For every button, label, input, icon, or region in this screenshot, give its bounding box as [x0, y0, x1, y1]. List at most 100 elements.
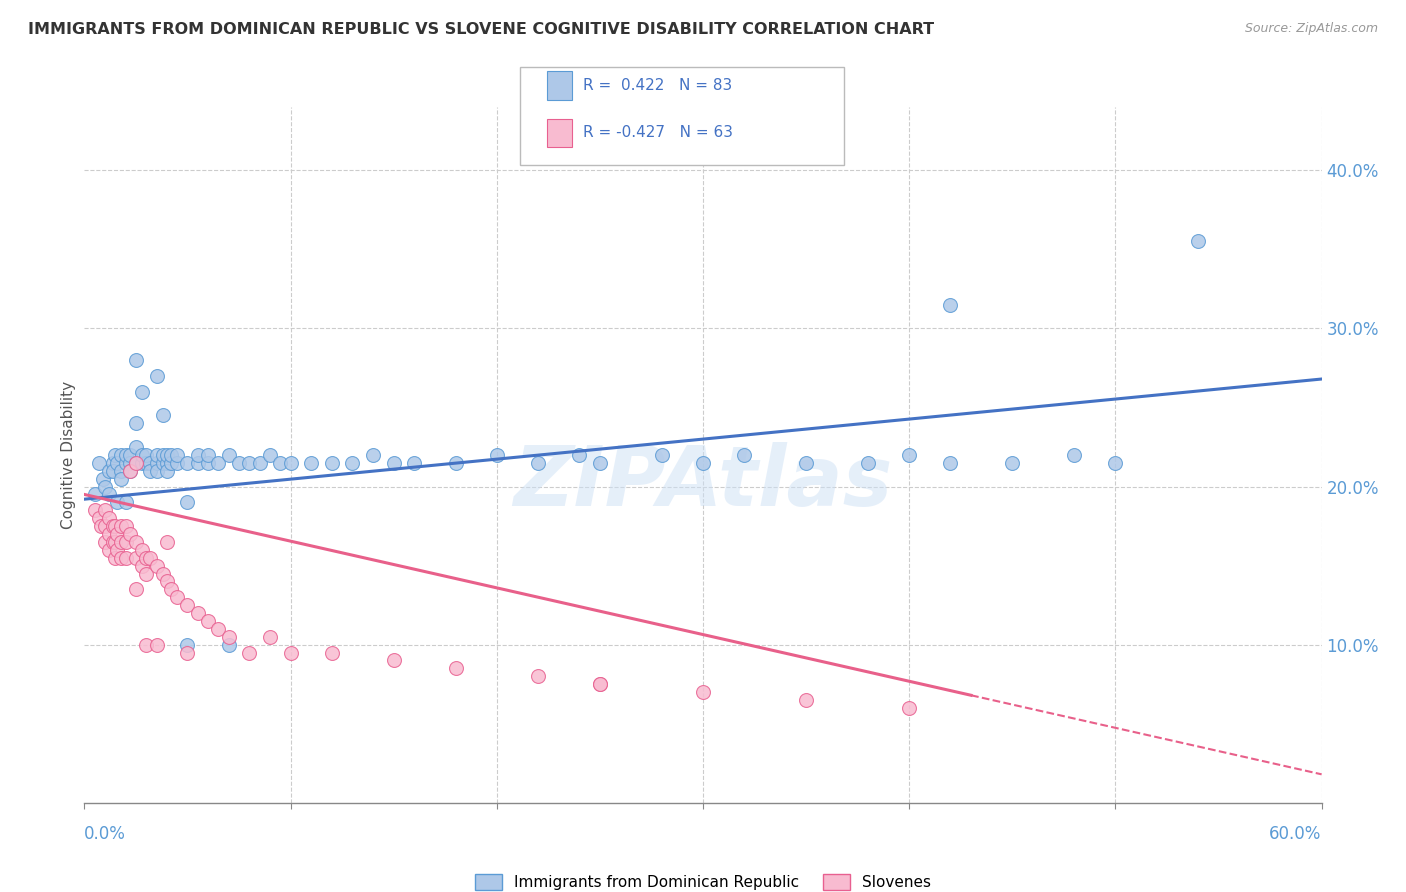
Point: [131, 456, 153, 470]
Point: [118, 527, 141, 541]
Point: [145, 464, 167, 478]
Point: [259, 630, 281, 644]
Point: [269, 456, 291, 470]
Point: [1063, 448, 1085, 462]
Point: [94, 534, 117, 549]
Point: [125, 456, 148, 470]
Point: [444, 456, 467, 470]
Point: [160, 448, 183, 462]
Point: [898, 701, 921, 715]
Point: [166, 591, 188, 605]
Point: [218, 448, 240, 462]
Point: [939, 456, 962, 470]
Point: [110, 519, 132, 533]
Point: [135, 566, 157, 581]
Point: [125, 440, 148, 454]
Point: [898, 448, 921, 462]
Point: [139, 456, 162, 470]
Point: [156, 456, 179, 470]
Point: [152, 566, 174, 581]
Point: [135, 550, 157, 565]
Point: [1187, 235, 1209, 249]
Point: [152, 409, 174, 423]
Point: [152, 448, 174, 462]
Point: [733, 448, 755, 462]
Point: [104, 534, 127, 549]
Point: [794, 693, 817, 707]
Point: [145, 638, 167, 652]
Point: [794, 456, 817, 470]
Point: [568, 448, 591, 462]
Point: [145, 368, 167, 383]
Point: [131, 542, 153, 557]
Point: [145, 456, 167, 470]
Point: [342, 456, 364, 470]
Point: [156, 448, 179, 462]
Point: [404, 456, 426, 470]
Point: [589, 677, 612, 691]
Point: [589, 677, 612, 691]
Point: [105, 542, 128, 557]
Point: [1104, 456, 1126, 470]
Point: [156, 574, 179, 589]
Point: [105, 495, 128, 509]
Point: [152, 456, 174, 470]
Point: [98, 487, 121, 501]
Legend: Immigrants from Dominican Republic, Slovenes: Immigrants from Dominican Republic, Slov…: [468, 868, 938, 892]
Point: [125, 353, 148, 368]
Point: [187, 448, 209, 462]
Point: [105, 456, 128, 470]
Point: [280, 646, 302, 660]
Point: [94, 479, 117, 493]
Point: [692, 456, 714, 470]
Point: [114, 534, 136, 549]
Point: [114, 495, 136, 509]
Point: [176, 638, 198, 652]
Point: [110, 448, 132, 462]
Point: [207, 456, 229, 470]
Point: [176, 598, 198, 612]
Point: [145, 558, 167, 573]
Point: [176, 495, 198, 509]
Point: [259, 448, 281, 462]
Point: [156, 464, 179, 478]
Point: [444, 661, 467, 675]
Point: [176, 456, 198, 470]
Point: [382, 456, 405, 470]
Point: [114, 456, 136, 470]
Point: [105, 527, 128, 541]
Point: [118, 464, 141, 478]
Point: [104, 448, 127, 462]
Point: [103, 464, 125, 478]
Point: [187, 606, 209, 620]
Point: [103, 456, 125, 470]
Point: [135, 456, 157, 470]
Point: [103, 519, 125, 533]
Point: [91, 472, 114, 486]
Point: [197, 614, 219, 628]
Point: [197, 448, 219, 462]
Point: [118, 448, 141, 462]
Point: [131, 448, 153, 462]
Point: [1001, 456, 1024, 470]
Text: R =  0.422   N = 83: R = 0.422 N = 83: [583, 78, 733, 93]
Point: [166, 456, 188, 470]
Point: [110, 472, 132, 486]
Point: [299, 456, 322, 470]
Point: [939, 298, 962, 312]
Point: [321, 646, 343, 660]
Point: [94, 503, 117, 517]
Point: [103, 534, 125, 549]
Point: [87, 511, 110, 525]
Point: [176, 646, 198, 660]
Point: [98, 527, 121, 541]
Point: [207, 622, 229, 636]
Point: [114, 519, 136, 533]
Point: [125, 534, 148, 549]
Point: [114, 448, 136, 462]
Point: [87, 456, 110, 470]
Point: [218, 630, 240, 644]
Point: [125, 417, 148, 431]
Point: [589, 456, 612, 470]
Point: [104, 519, 127, 533]
